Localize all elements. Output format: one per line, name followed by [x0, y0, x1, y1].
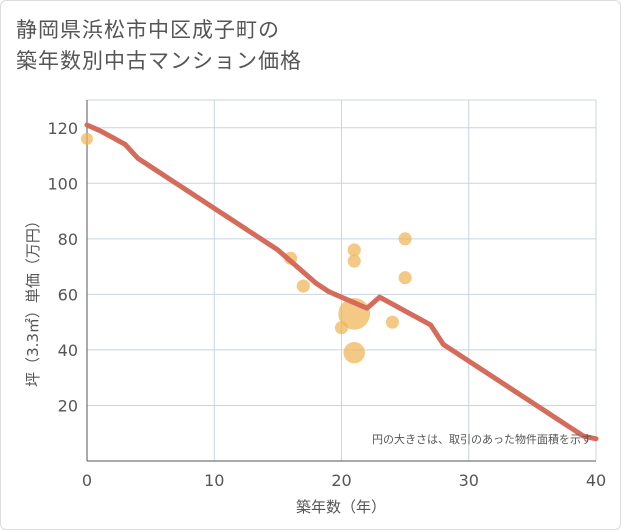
grid-lines — [86, 99, 597, 462]
tick-labels: 0 10 20 30 40 20 40 60 80 100 120 — [47, 119, 606, 490]
trend-line — [84, 122, 599, 442]
chart-title-line2: 築年数別中古マンション価格 — [16, 49, 302, 73]
chart-title: 静岡県浜松市中区成子町の 築年数別中古マンション価格 — [16, 15, 302, 77]
data-point-bubble — [398, 232, 412, 246]
chart-title-line1: 静岡県浜松市中区成子町の — [16, 18, 280, 42]
data-point-bubble — [343, 341, 365, 364]
data-point-bubble — [347, 254, 361, 268]
x-tick-label: 40 — [586, 471, 606, 490]
y-tick-label: 100 — [47, 174, 78, 193]
x-tick-label: 10 — [204, 471, 224, 490]
y-tick-label: 20 — [58, 396, 78, 415]
data-point-bubble — [296, 279, 310, 293]
data-point-bubble — [398, 271, 412, 285]
y-tick-label: 80 — [58, 230, 78, 249]
x-tick-label: 30 — [459, 471, 479, 490]
y-tick-label: 40 — [58, 341, 78, 360]
y-tick-label: 60 — [58, 285, 78, 304]
x-tick-label: 20 — [331, 471, 351, 490]
data-point-bubble — [81, 132, 93, 145]
y-axis-label: 坪（3.3㎡）単価（万円） — [24, 213, 42, 387]
x-tick-label: 0 — [82, 471, 92, 490]
trend-line-group — [84, 122, 599, 442]
x-axis-label: 築年数（年） — [296, 498, 386, 516]
data-point-bubble — [347, 243, 361, 257]
size-note: 円の大きさは、取引のあった物件面積を示す — [372, 432, 592, 446]
data-point-bubble — [385, 315, 399, 329]
y-tick-label: 120 — [47, 119, 78, 138]
